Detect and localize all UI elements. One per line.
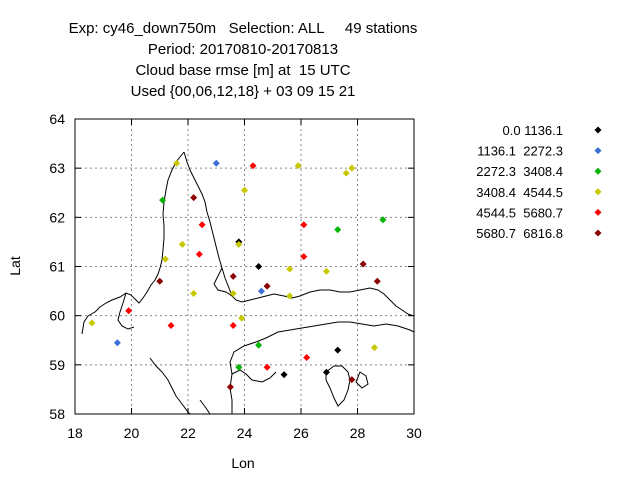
data-point-series-5 [198,221,206,229]
data-point-series-2 [212,159,220,167]
data-point-series-1 [255,263,263,270]
data-point-series-5 [125,307,133,315]
y-tick-label: 59 [49,357,65,373]
chart-title-block: Exp: cy46_down750m Selection: ALL 49 sta… [0,18,486,102]
grid [75,119,414,414]
data-point-series-2 [113,339,121,347]
data-point-series-6 [359,260,367,268]
data-point-series-4 [342,169,350,177]
title-line-3: Cloud base rmse [m] at 15 UTC [135,62,351,79]
legend-label-2: 1136.1 2272.3 [477,144,563,159]
legend-marker-3 [594,167,602,175]
title-line-2: Period: 20170810-20170813 [147,41,339,58]
x-axis-title: Lon [231,455,254,471]
legend-marker-2 [594,147,602,155]
data-point-series-4 [235,240,243,248]
data-point-series-6 [348,376,356,384]
data-point-series-4 [286,292,294,300]
data-point-series-4 [88,319,96,327]
legend-marker-4 [594,188,602,196]
legend-label-6: 5680.7 6816.8 [476,226,563,241]
coastline-map [81,151,415,415]
data-point-series-4 [238,314,246,322]
title-line-4: Used {00,06,12,18} + 03 09 15 21 [130,83,356,100]
data-point-series-5 [300,221,308,229]
x-tick-label: 26 [293,425,309,441]
data-point-series-1 [280,371,288,379]
data-point-series-4 [190,290,198,298]
data-point-series-6 [229,272,237,280]
y-tick-label: 63 [49,160,65,176]
data-point-series-4 [286,265,294,273]
legend-marker-6 [594,229,602,237]
data-point-series-4 [241,186,248,194]
data-point-series-3 [159,196,167,204]
data-point-series-4 [178,240,186,248]
y-tick-label: 58 [49,406,65,422]
data-point-series-3 [379,216,387,224]
data-point-series-4 [161,255,169,263]
data-point-series-4 [348,164,356,172]
x-tick-label: 18 [67,425,83,441]
data-point-series-1 [334,346,342,354]
data-point-series-5 [300,253,308,261]
x-tick-label: 20 [124,425,140,441]
data-point-series-6 [263,282,271,290]
legend-marker-1 [594,126,602,134]
plot-frame [74,118,415,415]
data-point-series-6 [190,194,198,202]
data-point-series-6 [156,277,164,285]
data-point-series-4 [322,267,330,275]
data-point-series-6 [373,277,381,285]
data-point-series-3 [235,363,243,371]
x-tick-label: 24 [237,425,253,441]
y-tick-label: 60 [49,308,65,324]
tick-labels: 18 20 22 24 26 28 30 58 59 60 61 62 63 64 [49,111,422,441]
legend-label-1: 0.0 1136.1 [503,123,563,138]
data-point-series-4 [294,162,302,170]
title-line-1: Exp: cy46_down750m Selection: ALL 49 sta… [68,20,418,37]
data-point-series-6 [226,383,234,391]
y-tick-label: 62 [49,209,65,225]
data-point-series-5 [195,250,203,258]
y-tick-label: 64 [49,111,65,127]
legend-label-5: 4544.5 5680.7 [476,205,563,220]
data-point-series-2 [257,287,265,295]
y-axis-title: Lat [7,256,23,276]
y-tick-label: 61 [49,259,65,275]
data-point-series-4 [370,344,378,352]
x-tick-label: 28 [350,425,366,441]
legend-label-4: 3408.4 4544.5 [476,185,563,200]
legend: 0.0 1136.1 1136.1 2272.3 2272.3 3408.4 3408… [476,123,602,241]
legend-marker-5 [594,208,602,216]
data-point-series-5 [263,363,271,371]
data-point-series-5 [229,322,237,329]
x-tick-label: 22 [180,425,196,441]
data-point-series-3 [334,226,342,234]
x-tick-label: 30 [406,425,422,441]
data-point-series-5 [303,353,311,361]
data-point-series-4 [173,159,181,167]
data-point-series-4 [229,290,237,298]
data-point-series-5 [249,162,257,170]
data-point-series-5 [167,322,175,329]
data-point-series-3 [255,341,263,349]
data-points [88,159,387,391]
legend-label-3: 2272.3 3408.4 [476,164,563,179]
data-point-series-1 [322,368,330,376]
